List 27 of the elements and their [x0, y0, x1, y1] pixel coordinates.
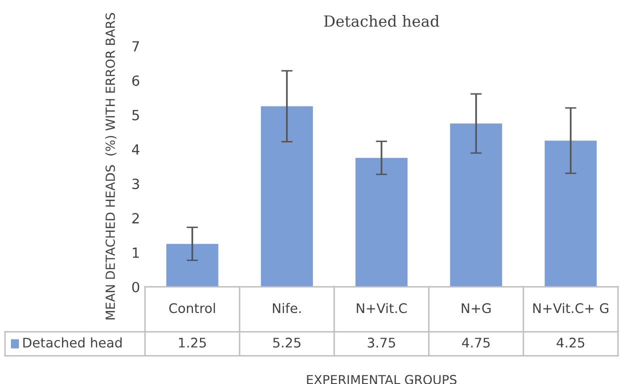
bar: [544, 140, 597, 287]
y-tick-label: 2: [132, 213, 139, 224]
x-tick-label: Control: [169, 302, 215, 314]
data-label: 1.25: [179, 338, 206, 348]
y-tick-label: 1: [132, 248, 139, 258]
bar: [355, 158, 408, 287]
chart-title: Detached head: [324, 15, 440, 27]
x-tick-label: N+Vit.C: [356, 302, 407, 314]
data-label: 4.25: [556, 338, 584, 348]
y-tick-label: 6: [132, 75, 140, 86]
data-label: 5.25: [273, 338, 300, 348]
bar: [450, 123, 502, 287]
x-axis-title: EXPERIMENTAL GROUPS: [307, 374, 456, 384]
data-label: 4.75: [462, 338, 490, 348]
y-tick-label: 4: [132, 144, 140, 155]
y-axis-title: MEAN DETACHED HEADS (%) WITH ERROR BARS: [105, 13, 116, 320]
x-tick-label: Nife.: [272, 302, 301, 314]
y-tick-label: 3: [132, 178, 140, 190]
x-tick-label: N+Vit.C+ G: [533, 302, 608, 314]
x-tick-label: N+G: [462, 303, 491, 314]
y-tick-label: 7: [132, 41, 139, 52]
y-tick-label: 5: [132, 110, 139, 120]
legend-label: Detached head: [23, 337, 122, 348]
bar: [260, 106, 313, 287]
y-tick-label: 0: [132, 282, 140, 292]
data-label: 3.75: [368, 338, 396, 348]
bar: [166, 244, 218, 287]
